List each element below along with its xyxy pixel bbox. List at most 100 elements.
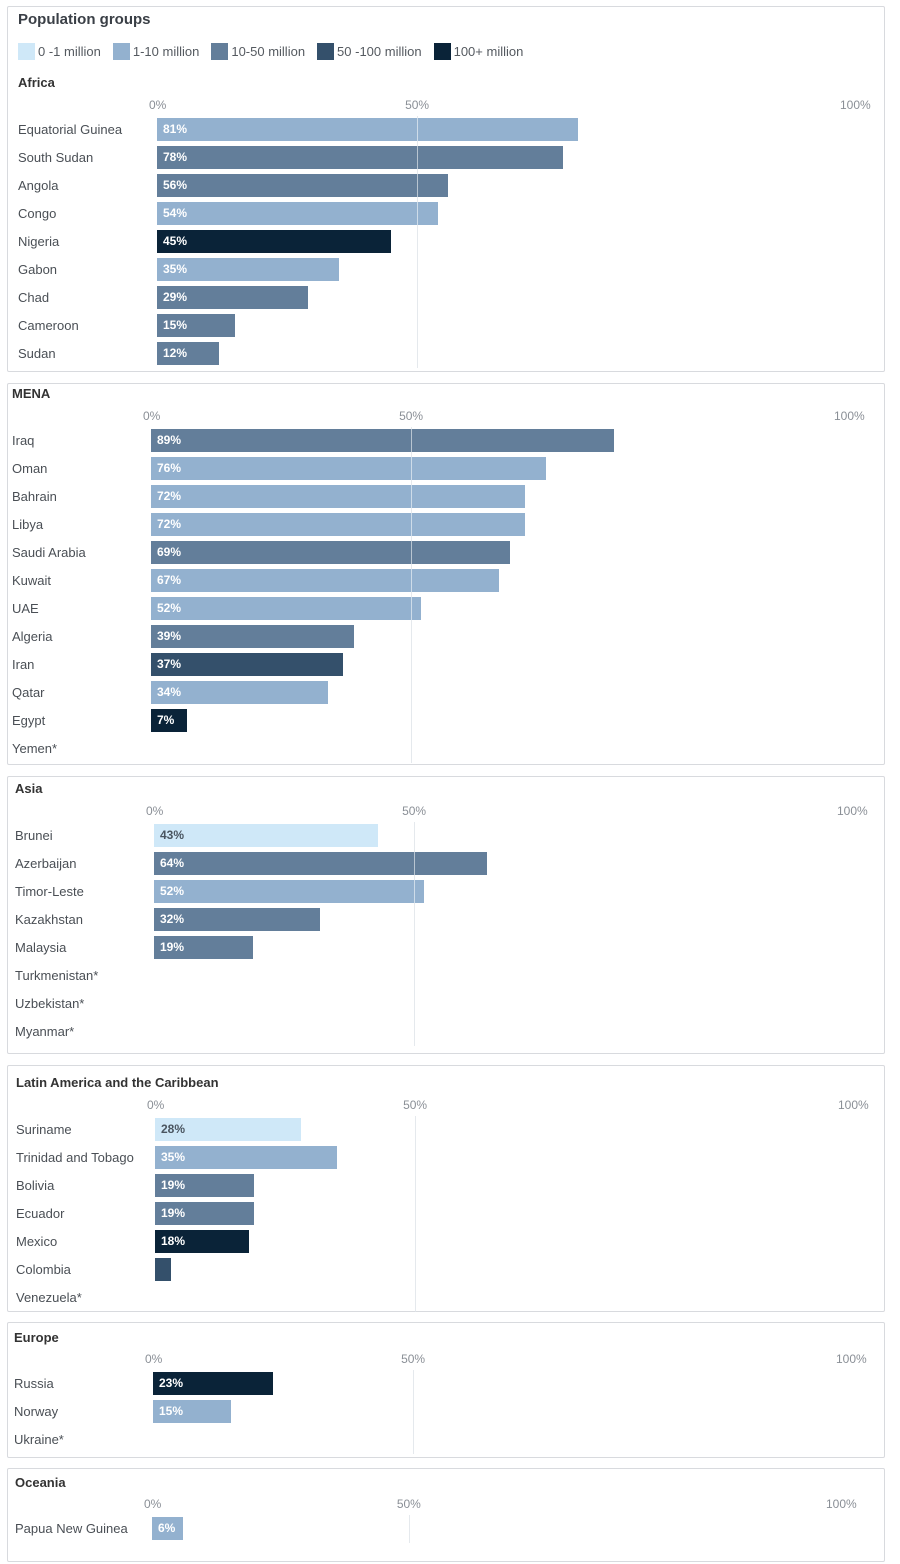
country-label: Bahrain xyxy=(12,489,57,504)
country-label: Ukraine* xyxy=(14,1432,64,1447)
bar-value-label: 52% xyxy=(160,884,185,898)
country-label: Qatar xyxy=(12,685,45,700)
legend-swatch-g2 xyxy=(112,43,130,60)
bar-value-label: 35% xyxy=(163,262,188,276)
bar-value-label: 29% xyxy=(163,290,188,304)
bar-value-label: 72% xyxy=(157,517,182,531)
gridline-50-asia xyxy=(414,822,416,1046)
bar-value-label: 64% xyxy=(160,856,185,870)
bar xyxy=(154,880,425,903)
bar xyxy=(151,709,188,732)
legend-item-g5: 100+ million xyxy=(433,43,523,60)
bar-value-label: 18% xyxy=(161,1234,186,1248)
bar xyxy=(151,485,526,508)
bar xyxy=(153,1400,232,1423)
axis-tick-oceania-0: 0% xyxy=(144,1497,162,1511)
bar xyxy=(155,1202,254,1225)
bar xyxy=(155,1230,249,1253)
bar xyxy=(151,541,510,564)
country-label: Kuwait xyxy=(12,573,52,588)
bar xyxy=(155,1258,171,1281)
bar xyxy=(154,936,253,959)
country-label: Gabon xyxy=(18,262,58,277)
axis-tick-europe-1: 50% xyxy=(401,1352,426,1366)
bar-value-label: 56% xyxy=(163,178,188,192)
legend-title: Population groups xyxy=(18,11,151,28)
bar xyxy=(151,429,614,452)
country-label: Timor-Leste xyxy=(15,884,84,899)
axis-tick-latin-america-and-the-caribbean-2: 100% xyxy=(838,1098,869,1112)
region-title-mena: MENA xyxy=(12,386,51,401)
bar xyxy=(155,1118,301,1141)
legend-swatch-g4 xyxy=(317,43,335,60)
bar xyxy=(154,908,321,931)
axis-tick-latin-america-and-the-caribbean-0: 0% xyxy=(147,1098,165,1112)
country-label: Angola xyxy=(18,178,59,193)
bar-value-label: 76% xyxy=(157,461,182,475)
axis-tick-oceania-2: 100% xyxy=(826,1497,857,1511)
axis-tick-mena-0: 0% xyxy=(143,409,161,423)
legend-label-g4: 50 -100 million xyxy=(337,44,422,59)
country-label: Bolivia xyxy=(16,1178,55,1193)
bar xyxy=(157,286,308,309)
legend-item-g1: 0 -1 million xyxy=(18,43,101,60)
legend-swatch-g5 xyxy=(433,43,451,60)
country-label: Ecuador xyxy=(16,1206,65,1221)
bar-value-label: 15% xyxy=(159,1404,184,1418)
axis-tick-mena-2: 100% xyxy=(834,409,865,423)
gridline-overlay xyxy=(411,597,413,620)
country-label: Oman xyxy=(12,461,48,476)
bar-value-label: 7% xyxy=(157,713,175,727)
bar-value-label: 52% xyxy=(157,601,182,615)
bar xyxy=(157,202,438,225)
bar-value-label: 72% xyxy=(157,489,182,503)
axis-tick-africa-1: 50% xyxy=(405,98,430,112)
region-title-asia: Asia xyxy=(15,781,43,796)
axis-tick-mena-1: 50% xyxy=(399,409,424,423)
bar-value-label: 19% xyxy=(161,1178,186,1192)
oceania-panel xyxy=(7,1468,885,1562)
country-label: Iran xyxy=(12,657,35,672)
axis-tick-asia-1: 50% xyxy=(402,804,427,818)
legend: 0 -1 million 1-10 million 10-50 million … xyxy=(18,43,535,60)
bar-value-label: 12% xyxy=(163,346,188,360)
gridline-overlay xyxy=(414,880,416,903)
bar-value-label: 34% xyxy=(157,685,182,699)
gridline-overlay xyxy=(411,569,413,592)
bar-value-label: 6% xyxy=(158,1521,176,1535)
gridline-overlay xyxy=(417,146,419,169)
country-label: South Sudan xyxy=(18,150,94,165)
bar-value-label: 69% xyxy=(157,545,182,559)
country-label: Algeria xyxy=(12,629,53,644)
country-label: Saudi Arabia xyxy=(12,545,86,560)
bar xyxy=(155,1146,338,1169)
bar-value-label: 89% xyxy=(157,433,182,447)
region-title-oceania: Oceania xyxy=(15,1475,66,1490)
bar-value-label: 43% xyxy=(160,828,185,842)
bar xyxy=(151,681,328,704)
gridline-overlay xyxy=(411,485,413,508)
gridline-overlay xyxy=(417,118,419,141)
country-label: Kazakhstan xyxy=(15,912,83,927)
country-label: Trinidad and Tobago xyxy=(16,1150,134,1165)
bar xyxy=(154,852,487,875)
axis-tick-europe-0: 0% xyxy=(145,1352,163,1366)
bar-value-label: 23% xyxy=(159,1376,184,1390)
bar xyxy=(151,625,354,648)
legend-item-g2: 1-10 million xyxy=(112,43,199,60)
country-label: Libya xyxy=(12,517,44,532)
country-label: Russia xyxy=(14,1376,54,1391)
country-label: Yemen* xyxy=(12,741,58,756)
bar xyxy=(157,314,236,337)
legend-and-africa-panel: Population groups 0 -1 million 1-10 mill… xyxy=(7,6,885,372)
country-label: Turkmenistan* xyxy=(15,968,99,983)
gridline-50-europe xyxy=(413,1370,415,1454)
country-label: UAE xyxy=(12,601,39,616)
gridline-overlay xyxy=(411,513,413,536)
axis-tick-africa-2: 100% xyxy=(840,98,871,112)
region-title-africa: Africa xyxy=(18,75,55,90)
bar-value-label: 15% xyxy=(163,318,188,332)
axis-tick-europe-2: 100% xyxy=(836,1352,867,1366)
bar xyxy=(154,824,378,847)
country-label: Brunei xyxy=(15,828,53,843)
